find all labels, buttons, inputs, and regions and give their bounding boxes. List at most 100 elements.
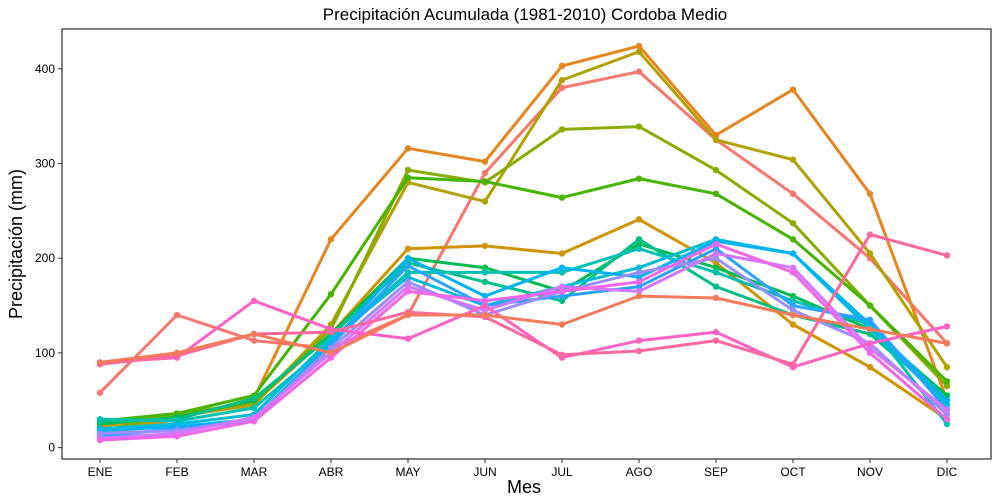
data-point [789,269,797,276]
data-point [481,302,489,309]
data-point [558,76,566,84]
x-tick-label: SEP [704,465,728,479]
data-point [173,349,181,357]
data-point [635,288,643,295]
data-point [481,297,489,305]
x-axis: ENE FEB MAR ABR MAY JUN JUL AGO SEP OCT NOV DIC [88,459,958,479]
data-point [712,250,720,257]
data-point [712,337,720,344]
data-point [866,231,874,238]
data-point [327,290,335,298]
data-point [635,68,643,75]
data-point [789,156,797,163]
data-point [943,340,951,347]
data-point [712,283,720,290]
data-point [481,311,489,319]
series-line [98,50,949,435]
data-point [789,264,797,271]
data-point [96,389,104,396]
data-point [558,321,566,328]
data-point [250,417,258,425]
data-point [481,198,489,205]
data-point [404,273,412,281]
data-point [635,278,643,286]
data-point [789,86,797,93]
data-point [558,288,566,295]
series-line [98,247,949,426]
data-point [866,250,874,257]
chart-title: Precipitación Acumulada (1981-2010) Cord… [323,5,727,24]
data-point [404,262,412,269]
x-tick-label: JUL [551,465,573,479]
data-point [635,245,643,252]
data-point [866,190,874,198]
data-point [943,378,951,385]
data-point [635,292,643,300]
data-point [866,316,874,323]
x-tick-label: FEB [165,465,188,479]
data-point [558,250,566,257]
data-point [173,311,181,319]
series-line [98,242,949,442]
data-point [635,264,643,271]
y-tick-label: 300 [35,156,55,170]
data-point [789,311,797,319]
series-15 [96,240,951,444]
data-point [789,292,797,300]
data-point [558,264,566,271]
y-axis-label: Precipitación (mm) [6,169,26,319]
data-point [866,340,874,347]
data-point [635,347,643,355]
x-tick-label: DIC [937,465,958,479]
x-tick-label: AGO [626,465,653,479]
data-point [96,416,104,423]
data-point [404,278,412,286]
data-point [96,430,104,437]
x-tick-label: MAY [395,465,420,479]
data-point [96,436,104,444]
data-point [404,245,412,252]
data-point [250,404,258,412]
data-point [404,283,412,290]
data-point [250,395,258,402]
data-point [404,269,412,276]
data-point [943,406,951,413]
data-point [481,178,489,185]
data-point [712,240,720,248]
data-point [481,292,489,300]
data-point [712,269,720,276]
data-point [712,255,720,262]
data-point [943,416,951,423]
data-point [943,323,951,330]
data-point [789,302,797,309]
series-18 [96,292,951,366]
data-point [789,307,797,314]
data-point [866,363,874,371]
data-point [712,166,720,174]
data-point [327,236,335,243]
data-point [943,363,951,371]
data-point [404,166,412,174]
data-point [943,382,951,390]
data-point [635,216,643,223]
data-point [866,349,874,357]
data-point [558,283,566,290]
x-tick-label: NOV [857,465,883,479]
data-point [712,245,720,252]
data-point [481,242,489,250]
data-point [789,219,797,227]
data-point [558,292,566,300]
data-point [404,174,412,181]
data-point [635,273,643,281]
data-point [558,351,566,359]
data-point [558,269,566,276]
data-point [404,335,412,342]
data-point [635,48,643,55]
data-point [943,397,951,404]
data-point [635,123,643,130]
series-line [98,252,949,440]
x-tick-label: MAR [241,465,268,479]
data-point [558,62,566,70]
data-point [481,158,489,165]
data-point [635,269,643,276]
